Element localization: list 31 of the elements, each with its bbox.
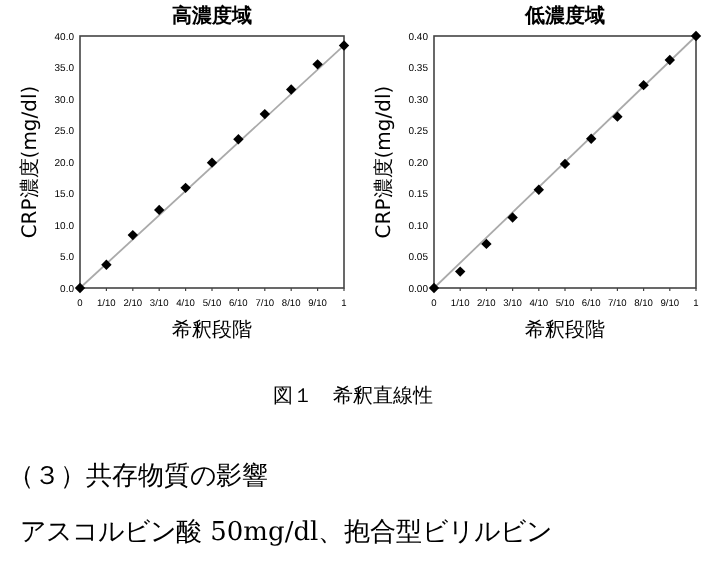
point [559,158,571,170]
x-axis-title: 希釈段階 [525,318,605,342]
point [206,157,218,168]
point [233,134,244,145]
point [74,282,86,294]
point [180,182,191,194]
point [690,30,702,42]
point [312,59,323,70]
point [481,238,492,250]
point [286,84,297,95]
point [101,259,112,270]
chart-title: 高濃度域 [172,4,252,28]
point [612,111,623,122]
x-axis-title: 希釈段階 [172,318,252,342]
point [259,108,270,120]
point [533,184,544,195]
chart-title: 低濃度域 [523,4,605,28]
y-axis-title: CRP濃度(mg/dl) [18,85,42,239]
point [338,40,350,51]
point [664,54,675,66]
point [455,266,466,277]
point [127,229,138,241]
point [638,79,649,91]
point [154,204,165,216]
caption: 図１ 希釈直線性 [273,384,433,408]
point [586,133,597,144]
text: （３）共存物質の影響 [8,462,268,492]
point [507,212,518,223]
point [428,282,440,294]
text: アスコルビン酸 50mg/dl、抱合型ビリルビン [20,518,553,548]
y-axis-title: CRP濃度(mg/dl) [372,85,396,239]
